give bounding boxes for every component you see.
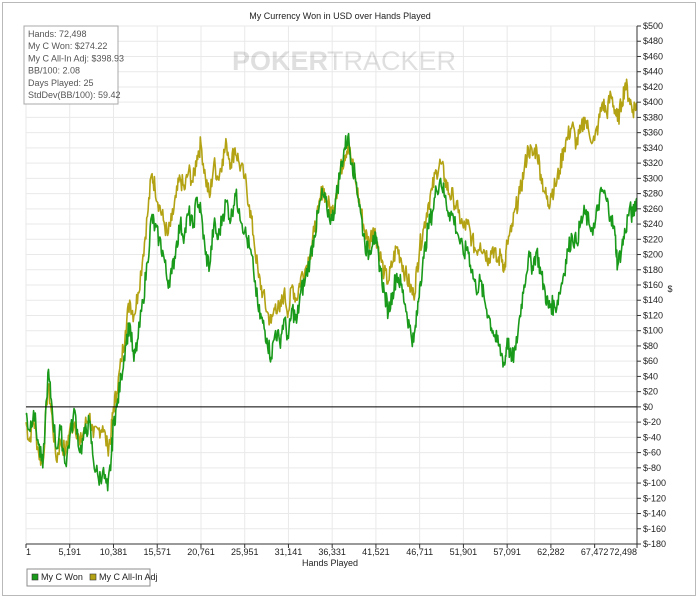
x-tick-label: 20,761 [187, 547, 215, 557]
x-axis-label: Hands Played [302, 558, 358, 568]
y-axis-label: $ [667, 284, 672, 294]
legend-swatch [31, 573, 39, 581]
stats-box: Hands: 72,498 My C Won: $274.22 My C All-I… [23, 25, 124, 105]
x-tick-label: 36,331 [318, 547, 346, 557]
watermark-tracker: TRACKER [327, 46, 456, 76]
y-tick-label: $280 [643, 189, 663, 199]
y-tick-label: $320 [643, 158, 663, 168]
y-tick-label: $0 [643, 402, 653, 412]
y-tick-label: $-20 [643, 417, 661, 427]
y-tick-label: $-140 [643, 509, 666, 519]
y-tick-label: $360 [643, 128, 663, 138]
x-tick-label: 1 [26, 547, 31, 557]
y-tick-label: $-120 [643, 493, 666, 503]
y-tick-label: $80 [643, 341, 658, 351]
y-tick-label: $340 [643, 143, 663, 153]
y-tick-label: $-160 [643, 524, 666, 534]
series [25, 78, 638, 492]
stats-line: BB/100: 2.08 [28, 66, 80, 76]
y-tick-label: $200 [643, 250, 663, 260]
stats-line: My C All-In Adj: $398.93 [28, 53, 124, 63]
y-axis-ticks: $500 $480 $460 $440 $420 $400 $380 $360 $340 $320… [643, 21, 666, 549]
y-tick-label: $260 [643, 204, 663, 214]
y-tick-label: $180 [643, 265, 663, 275]
y-tick-label: $40 [643, 371, 658, 381]
x-tick-label: 41,521 [362, 547, 390, 557]
y-tick-label: $420 [643, 82, 663, 92]
x-tick-label: 51,901 [450, 547, 478, 557]
y-tick-label: $240 [643, 219, 663, 229]
x-tick-label: 46,711 [406, 547, 433, 557]
y-tick-label: $60 [643, 356, 658, 366]
stats-line: My C Won: $274.22 [28, 41, 107, 51]
y-tick-label: $20 [643, 387, 658, 397]
y-tick-label: $140 [643, 295, 663, 305]
axes [25, 25, 641, 548]
y-tick-label: $480 [643, 36, 663, 46]
y-tick-label: $440 [643, 67, 663, 77]
stats-line: Hands: 72,498 [28, 29, 87, 39]
y-tick-label: $220 [643, 234, 663, 244]
chart-title: My Currency Won in USD over Hands Played [249, 11, 430, 21]
x-tick-label: 25,951 [231, 547, 259, 557]
y-tick-label: $-100 [643, 478, 666, 488]
stats-line: StdDev(BB/100): 59.42 [28, 90, 121, 100]
y-tick-label: $380 [643, 112, 663, 122]
y-tick-label: $300 [643, 173, 663, 183]
series-line-my-c-won [25, 132, 638, 492]
x-tick-label: 5,191 [58, 547, 81, 557]
y-tick-label: $-60 [643, 448, 661, 458]
watermark: POKER TRACKER [232, 46, 456, 76]
x-tick-label: 31,141 [275, 547, 303, 557]
legend-label: My C Won [41, 572, 83, 582]
y-tick-label: $500 [643, 21, 663, 31]
legend-label: My C All-In Adj [99, 572, 158, 582]
legend: My C Won My C All-In Adj [26, 568, 158, 587]
x-tick-label: 67,472 [581, 547, 609, 557]
y-tick-label: $100 [643, 326, 663, 336]
x-tick-label: 62,282 [537, 547, 565, 557]
x-axis-ticks: 1 5,191 10,381 15,571 20,761 25,951 31,141 36,3… [26, 547, 637, 557]
x-tick-label: 10,381 [100, 547, 128, 557]
y-tick-label: $160 [643, 280, 663, 290]
y-tick-label: $120 [643, 310, 663, 320]
y-tick-label: $460 [643, 51, 663, 61]
stats-line: Days Played: 25 [28, 78, 94, 88]
x-tick-label: 72,498 [609, 547, 637, 557]
watermark-poker: POKER [232, 46, 328, 76]
x-tick-label: 57,091 [493, 547, 521, 557]
y-tick-label: $400 [643, 97, 663, 107]
x-tick-label: 15,571 [143, 547, 171, 557]
y-tick-label: $-80 [643, 463, 661, 473]
legend-swatch [89, 573, 97, 581]
y-tick-label: $-40 [643, 432, 661, 442]
y-tick-label: $-180 [643, 539, 666, 549]
